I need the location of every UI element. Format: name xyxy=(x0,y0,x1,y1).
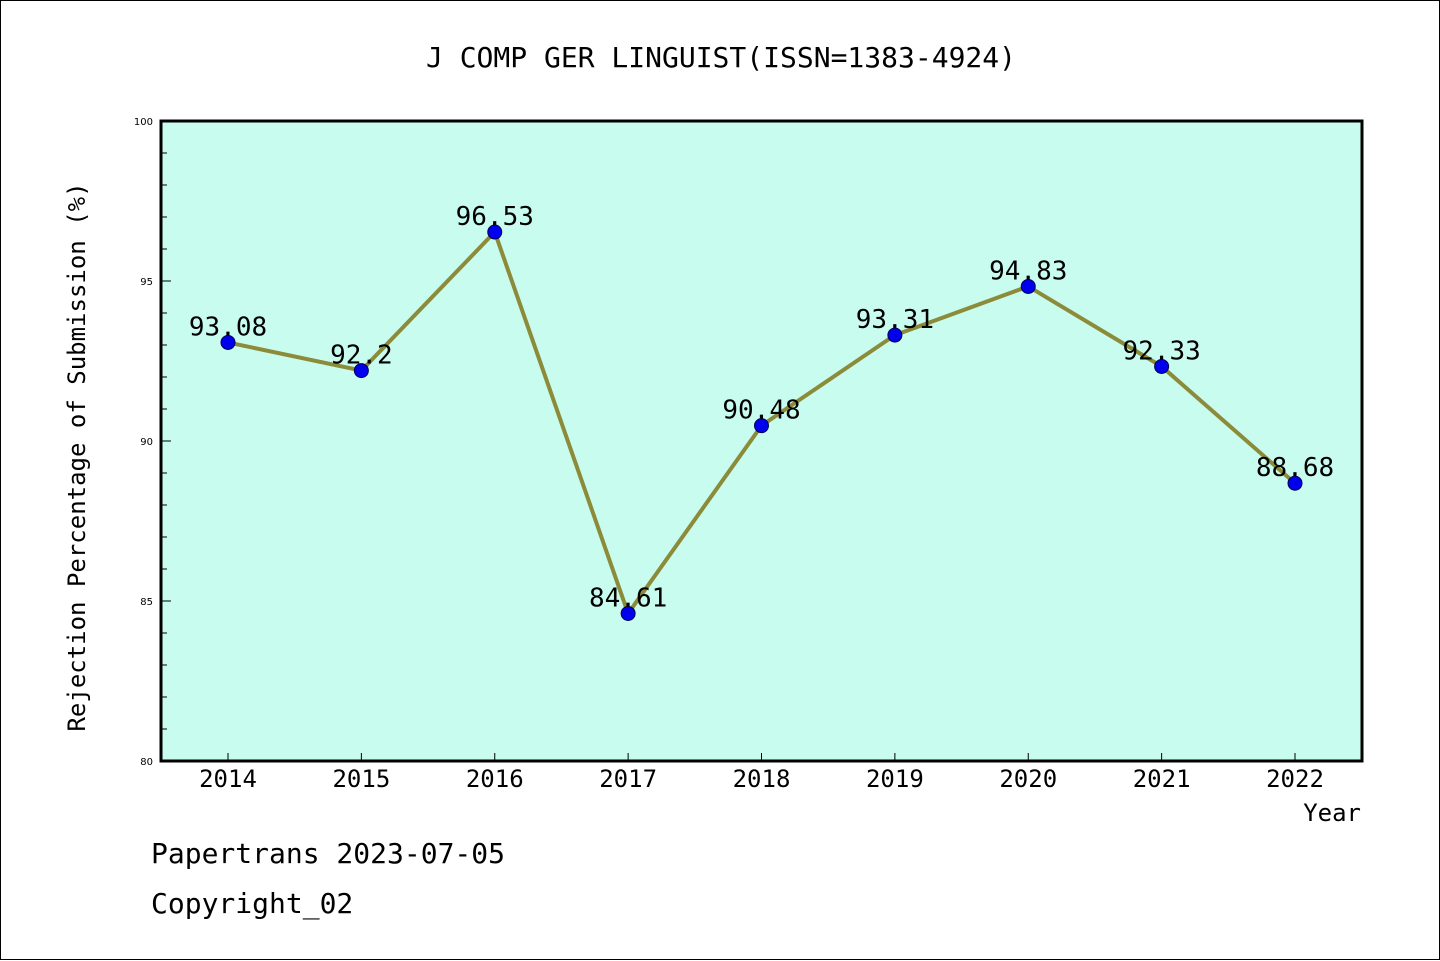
x-tick-label: 2014 xyxy=(199,765,257,793)
data-point xyxy=(754,418,769,434)
x-tick-label: 2022 xyxy=(1266,765,1324,793)
data-label: 93.31 xyxy=(856,305,934,335)
data-label: 84.61 xyxy=(589,583,667,613)
x-axis-label: Year xyxy=(1303,799,1361,827)
x-tick-label: 2016 xyxy=(466,765,524,793)
data-label: 93.08 xyxy=(189,312,267,342)
y-tick-label: 85 xyxy=(140,597,153,608)
y-tick-label: 90 xyxy=(140,437,153,448)
data-label: 92.33 xyxy=(1122,336,1200,366)
x-tick-label: 2015 xyxy=(332,765,390,793)
data-point xyxy=(353,363,369,379)
x-axis-ticks: 2014 2015 2016 2017 2018 2019 2020 2021 2022 xyxy=(199,753,1324,793)
footer-source-date: Papertrans 2023-07-05 xyxy=(151,837,506,870)
y-axis-label: Rejection Percentage of Submission (%) xyxy=(63,182,91,731)
x-tick-label: 2019 xyxy=(866,765,924,793)
data-point xyxy=(620,605,636,621)
x-tick-label: 2017 xyxy=(599,765,657,793)
footer-copyright: Copyright_02 xyxy=(151,887,354,920)
x-tick-label: 2021 xyxy=(1133,765,1191,793)
data-label: 96.53 xyxy=(456,202,534,232)
y-tick-label: 100 xyxy=(134,117,153,128)
data-labels: 93.08 92.2 96.53 84.61 90.48 93.31 94.83 92.33 8… xyxy=(189,202,1334,613)
data-point xyxy=(1287,475,1303,491)
x-tick-label: 2018 xyxy=(733,765,791,793)
data-point xyxy=(1154,358,1170,374)
x-tick-label: 2020 xyxy=(999,765,1057,793)
plot-border xyxy=(159,119,1364,763)
y-tick-label: 80 xyxy=(140,757,153,768)
data-point xyxy=(220,334,236,350)
data-label: 90.48 xyxy=(722,396,800,426)
y-tick-label: 95 xyxy=(140,277,153,288)
data-point xyxy=(887,327,903,343)
plot-area xyxy=(161,121,1362,761)
data-label: 94.83 xyxy=(989,256,1067,286)
data-label: 92.2 xyxy=(330,341,393,371)
data-point xyxy=(1020,278,1036,294)
data-points xyxy=(220,224,1303,621)
chart-title: J COMP GER LINGUIST(ISSN=1383-4924) xyxy=(426,41,1016,74)
data-point xyxy=(487,224,503,240)
data-label: 88.68 xyxy=(1256,453,1334,483)
